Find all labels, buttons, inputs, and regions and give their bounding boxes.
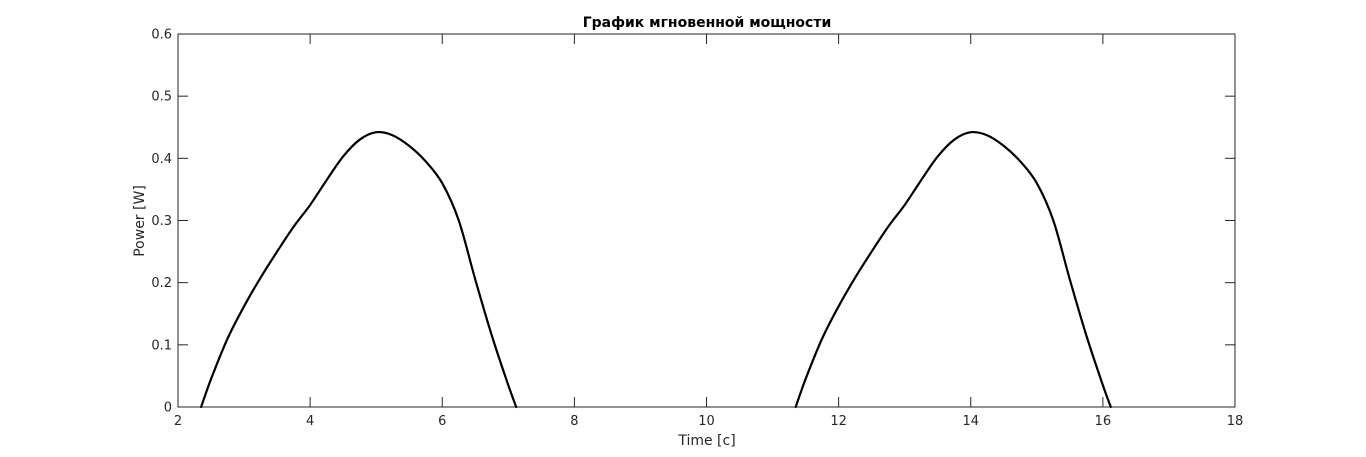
y-tick-label: 0.3 xyxy=(151,214,172,229)
x-tick-label: 16 xyxy=(1095,414,1112,429)
plot-frame xyxy=(177,33,1236,408)
x-tick-label: 12 xyxy=(830,414,847,429)
x-axis-label: Time [c] xyxy=(677,433,735,449)
x-tick-label: 8 xyxy=(570,414,578,429)
y-tick-label: 0.4 xyxy=(151,152,172,167)
chart-title: График мгновенной мощности xyxy=(583,15,832,31)
y-tick-label: 0 xyxy=(164,401,172,416)
y-tick-label: 0.2 xyxy=(151,276,172,291)
y-tick-label: 0.1 xyxy=(151,338,172,353)
y-axis-label: Power [W] xyxy=(132,185,148,257)
plot-area xyxy=(177,33,1236,408)
x-tick-label: 14 xyxy=(962,414,979,429)
y-axis: 0 0.1 0.2 0.3 0.4 0.5 0.6 xyxy=(151,28,1235,416)
y-tick-label: 0.5 xyxy=(151,90,172,105)
x-tick-label: 6 xyxy=(438,414,446,429)
y-tick-label: 0.6 xyxy=(151,28,172,43)
x-tick-label: 18 xyxy=(1227,414,1244,429)
x-tick-label: 2 xyxy=(174,414,182,429)
power-curve-segment-2 xyxy=(794,130,1112,409)
x-axis: 2 4 6 8 10 12 14 16 18 xyxy=(174,34,1243,429)
x-tick-label: 10 xyxy=(698,414,715,429)
x-tick-label: 4 xyxy=(306,414,314,429)
series-layer xyxy=(200,130,1112,409)
power-curve-segment-1 xyxy=(200,130,518,409)
